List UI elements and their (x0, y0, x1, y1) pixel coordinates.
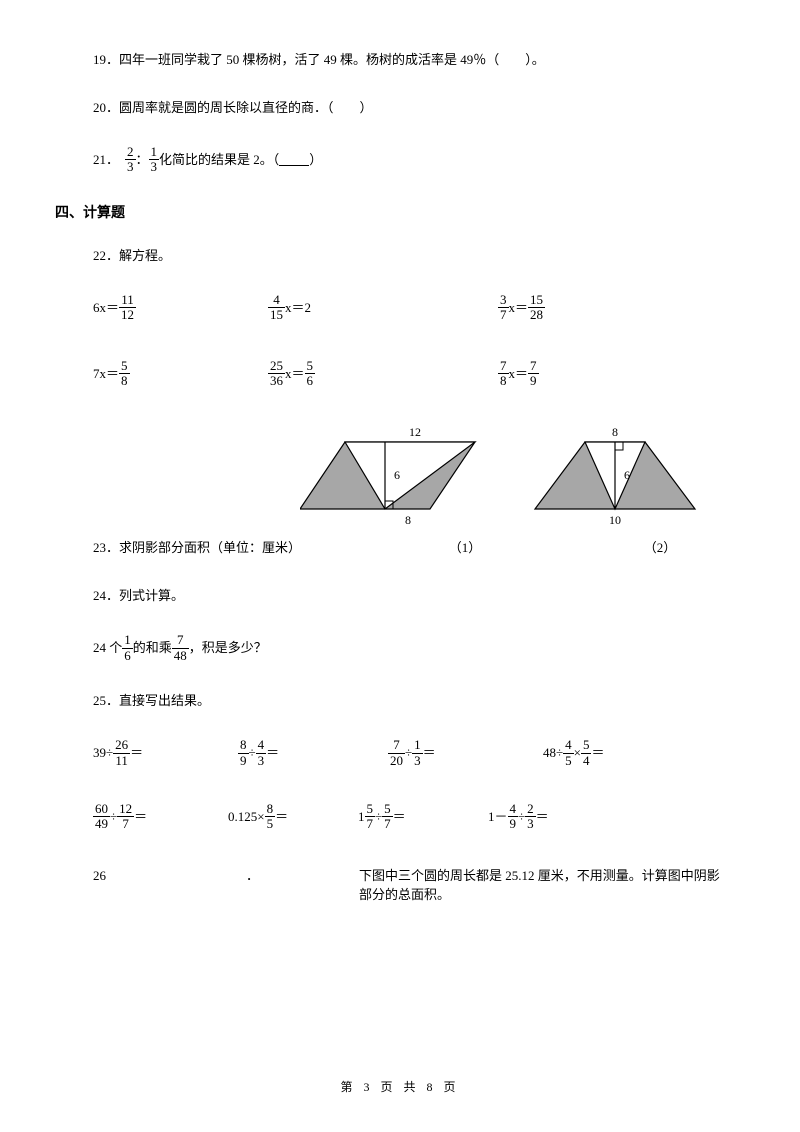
equation: 37 x＝ 1528 (498, 293, 545, 323)
parallelogram-icon: 12 6 8 (300, 424, 490, 534)
q-after: 化简比的结果是 2。（ (159, 150, 279, 170)
q-text: ．解方程。 (106, 248, 171, 263)
caption-1: （1） (400, 538, 530, 558)
calc-row: 6049÷127＝ 0.125×85＝ 157÷57＝ 1－49÷23＝ (55, 802, 720, 832)
q-text: ．四年一班同学栽了 50 棵杨树，活了 49 棵。杨树的成活率是 49％（ ）。 (106, 52, 545, 67)
calc-item: 89÷43＝ (238, 738, 388, 768)
calc-item: 157÷57＝ (358, 802, 488, 832)
question-26: 26 ． 下图中三个圆的周长都是 25.12 厘米，不用测量。计算图中阴影部分的… (55, 866, 720, 905)
colon: ： (136, 150, 149, 170)
calc-item: 6049÷127＝ (93, 802, 228, 832)
q-text: ．直接写出结果。 (106, 693, 210, 708)
label-height: 6 (624, 468, 630, 482)
calc-item: 39÷2611＝ (93, 738, 238, 768)
calc-item: 1－49÷23＝ (488, 802, 549, 832)
question-22: 22．解方程。 (55, 246, 720, 266)
figure-1: 12 6 8 (300, 424, 490, 534)
q-number: 23 (93, 538, 106, 558)
q-text: ．列式计算。 (106, 588, 184, 603)
question-19: 19．四年一班同学栽了 50 棵杨树，活了 49 棵。杨树的成活率是 49％（ … (55, 50, 720, 70)
label-top: 8 (612, 425, 618, 439)
label-height: 6 (394, 468, 400, 482)
question-23: 23 ．求阴影部分面积（单位：厘米） （1） （2） (55, 538, 720, 558)
figure-2: 8 6 10 (530, 424, 700, 534)
equation: 7x＝ 58 (93, 359, 268, 389)
figures-row: 12 6 8 8 6 10 (55, 424, 720, 534)
q-number: 21 (93, 150, 106, 170)
label-top: 12 (409, 425, 421, 439)
calc-row: 39÷2611＝ 89÷43＝ 720÷13＝ 48÷45×54＝ (55, 738, 720, 768)
q-after2: ） (309, 150, 322, 170)
q-text: ．圆周率就是圆的周长除以直径的商．（ ） (106, 100, 373, 115)
label-bottom: 8 (405, 513, 411, 527)
question-21: 21 ． 23 ： 13 化简比的结果是 2。（ ） (55, 145, 720, 175)
trapezoid-icon: 8 6 10 (530, 424, 700, 534)
fraction: 13 (149, 145, 160, 175)
equation: 6x＝ 1112 (93, 293, 268, 323)
equation: 78 x＝ 79 (498, 359, 539, 389)
caption-2: （2） (600, 538, 720, 558)
question-20: 20．圆周率就是圆的周长除以直径的商．（ ） (55, 98, 720, 118)
q-pre: ． (106, 150, 119, 170)
q-text: 下图中三个圆的周长都是 25.12 厘米，不用测量。计算图中阴影部分的总面积。 (359, 866, 720, 905)
q-number: 24 (93, 588, 106, 603)
q-text: ．求阴影部分面积（单位：厘米） (106, 538, 301, 558)
equation-row: 6x＝ 1112 415 x＝2 37 x＝ 1528 (55, 293, 720, 323)
q-number: 22 (93, 248, 106, 263)
equation: 2536 x＝ 56 (268, 359, 498, 389)
question-24: 24．列式计算。 (55, 586, 720, 606)
calc-item: 48÷45×54＝ (543, 738, 605, 768)
equation: 415 x＝2 (268, 293, 498, 323)
q-number: 20 (93, 100, 106, 115)
q-number: 19 (93, 52, 106, 67)
q-number: 25 (93, 693, 106, 708)
page-footer: 第 3 页 共 8 页 (0, 1078, 800, 1096)
label-bottom: 10 (609, 513, 621, 527)
q-dot: ． (246, 866, 259, 905)
blank-fill[interactable] (279, 153, 309, 166)
section-heading-4: 四、计算题 (55, 203, 720, 224)
question-24-expr: 24 个 16 的和乘 748 ，积是多少？ (55, 633, 720, 663)
q-number: 26 (93, 866, 106, 905)
calc-item: 720÷13＝ (388, 738, 543, 768)
equation-row: 7x＝ 58 2536 x＝ 56 78 x＝ 79 (55, 359, 720, 389)
fraction: 23 (125, 145, 136, 175)
calc-item: 0.125×85＝ (228, 802, 358, 832)
question-25: 25．直接写出结果。 (55, 691, 720, 711)
